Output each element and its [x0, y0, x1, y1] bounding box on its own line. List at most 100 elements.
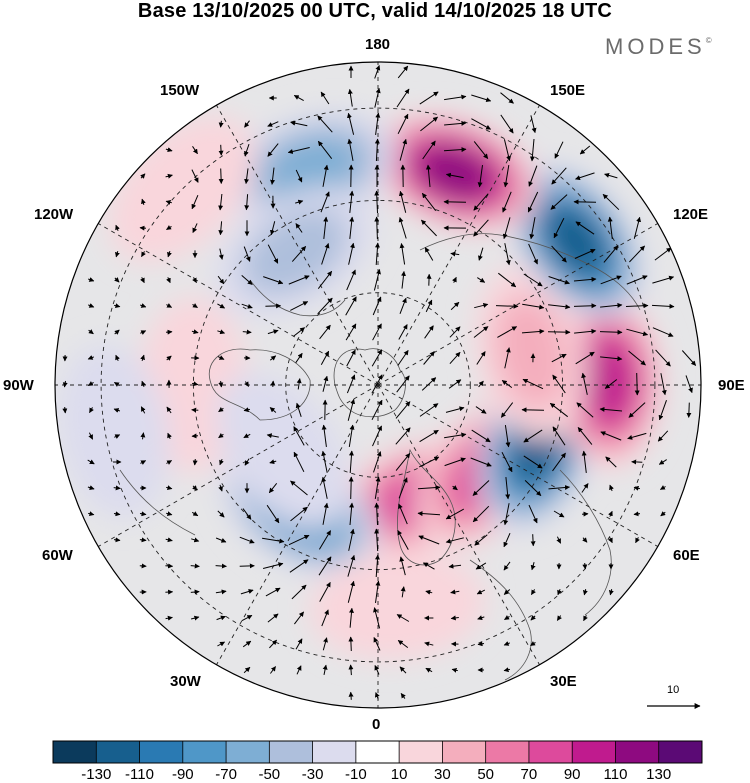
wind-vector-134: [346, 269, 356, 291]
wind-vector-93: [421, 219, 437, 237]
anomaly-contour-14-0: [59, 344, 170, 519]
wind-vector-31: [287, 147, 310, 154]
wind-vector-296: [219, 459, 224, 466]
globe-outline: [54, 61, 702, 709]
wind-vector-448: [530, 641, 536, 647]
wind-vector-143: [573, 276, 597, 282]
wind-vector-68: [295, 199, 304, 205]
wind-vector-108: [267, 244, 279, 264]
wind-vector-243: [62, 406, 68, 414]
wind-vector-246: [140, 406, 146, 414]
colorbar-swatch-14: [658, 741, 703, 763]
wind-vector-352: [472, 505, 490, 523]
wind-vector-460: [348, 691, 354, 700]
wind-vector-196: [140, 354, 145, 362]
wind-vector-236: [522, 378, 544, 390]
wind-vector-62: [141, 198, 146, 206]
anomaly-contour-6-5: [418, 146, 492, 199]
wind-vector-34: [374, 138, 380, 162]
wind-vector-377: [556, 536, 562, 544]
wind-vector-8: [396, 88, 410, 108]
colorbar-tick-label-12: 110: [603, 766, 628, 783]
wind-vector-389: [347, 554, 356, 577]
wind-vector-225: [244, 381, 250, 387]
wind-vector-117: [504, 243, 511, 266]
wind-vector-217: [681, 350, 697, 366]
anomaly-contour-8-1: [242, 208, 348, 296]
wind-vector-227: [296, 378, 302, 390]
wind-vector-142: [548, 276, 570, 285]
wind-vector-422: [241, 614, 253, 622]
wind-vector-223: [191, 381, 199, 387]
wind-vector-257: [419, 403, 439, 417]
wind-vector-261: [521, 407, 545, 413]
wind-vector-182: [398, 324, 408, 340]
wind-vector-88: [295, 223, 303, 233]
wind-vector-230: [371, 374, 383, 394]
wind-vector-457: [451, 667, 459, 673]
wind-vector-33: [347, 138, 354, 161]
wind-vector-87: [269, 221, 276, 236]
wind-vector-71: [374, 190, 380, 214]
lon-label-150e: 150E: [550, 82, 586, 99]
graticule: [55, 62, 701, 708]
wind-vector-390: [374, 554, 380, 578]
wind-vector-141: [523, 273, 543, 287]
wind-vector-332: [548, 484, 570, 490]
wind-vector-339: [139, 511, 147, 517]
lon-label-120e: 120E: [673, 206, 709, 223]
wind-vector-298: [269, 459, 277, 465]
meridian-210: [216, 384, 379, 665]
wind-vector-434: [556, 615, 562, 621]
wind-vector-305: [444, 457, 466, 467]
wind-vector-395: [503, 561, 511, 571]
wind-vector-129: [217, 275, 225, 285]
wind-vector-47: [244, 168, 250, 185]
wind-vector-24: [500, 114, 514, 134]
wind-vector-7: [374, 87, 381, 108]
wind-vector-140: [497, 272, 517, 288]
lon-label-30w: 30W: [170, 673, 201, 690]
wind-vector-22: [444, 120, 467, 126]
wind-vector-89: [323, 216, 329, 239]
wind-vector-280: [395, 427, 411, 445]
wind-vector-168: [625, 303, 649, 309]
wind-vector-216: [655, 349, 671, 367]
wind-vector-16: [290, 120, 308, 127]
wind-vector-266: [658, 400, 667, 421]
wind-vector-69: [320, 191, 330, 213]
lon-label-90e: 90E: [718, 377, 745, 394]
wind-vector-283: [471, 429, 491, 443]
colorbar-swatch-6: [312, 741, 357, 763]
colorbar-swatch-1: [96, 741, 140, 763]
wind-vector-157: [345, 296, 357, 316]
wind-vector-344: [266, 504, 280, 524]
wind-vector-309: [552, 452, 566, 472]
wind-vector-54: [425, 164, 431, 188]
wind-vector-303: [395, 453, 411, 471]
colorbar-tick-label-7: 10: [390, 766, 408, 783]
wind-vector-250: [243, 407, 251, 413]
wind-vector-310: [581, 450, 587, 473]
wind-vector-201: [269, 355, 277, 361]
wind-vector-183: [424, 325, 434, 339]
wind-vector-55: [445, 172, 464, 179]
wind-vector-139: [477, 277, 486, 283]
wind-vector-376: [530, 534, 536, 547]
wind-vector-378: [582, 537, 588, 543]
coastlines: [119, 233, 641, 681]
wind-vector-191: [626, 328, 649, 337]
wind-vector-388: [318, 556, 332, 576]
wind-vector-271: [167, 432, 172, 439]
wind-vector-341: [191, 511, 199, 517]
colorbar-swatch-3: [182, 741, 227, 763]
wind-vector-365: [239, 536, 255, 544]
wind-vector-232: [421, 377, 437, 391]
wind-vector-331: [524, 480, 542, 496]
wind-vector-58: [528, 165, 538, 187]
wind-vector-417: [582, 588, 588, 596]
wind-vector-195: [115, 354, 120, 361]
wind-vector-37: [443, 147, 467, 153]
wind-vector-203: [320, 350, 330, 366]
